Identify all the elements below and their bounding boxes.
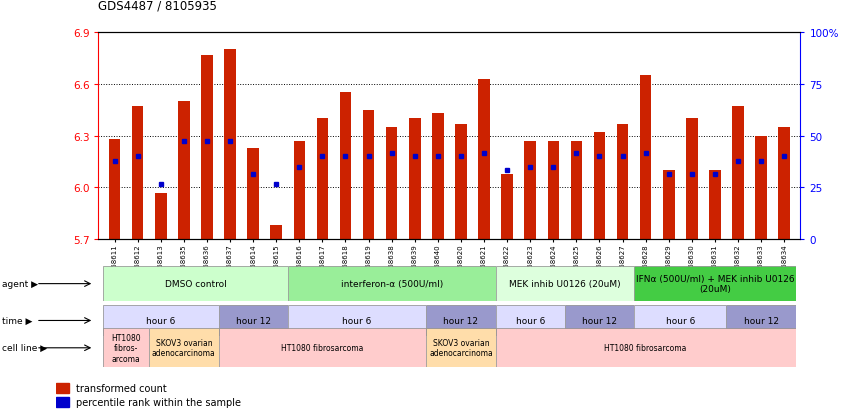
Bar: [571, 142, 582, 240]
Bar: [155, 193, 167, 240]
Bar: [686, 119, 698, 240]
Text: hour 6: hour 6: [146, 316, 175, 325]
Bar: [778, 128, 790, 240]
Bar: [409, 119, 420, 240]
Text: hour 12: hour 12: [235, 316, 270, 325]
Text: percentile rank within the sample: percentile rank within the sample: [76, 398, 241, 408]
Bar: [755, 136, 767, 240]
Bar: [294, 142, 305, 240]
Text: SKOV3 ovarian
adenocarcinoma: SKOV3 ovarian adenocarcinoma: [152, 338, 216, 358]
Text: transformed count: transformed count: [76, 383, 167, 393]
Bar: [317, 119, 328, 240]
Bar: [363, 110, 374, 240]
Bar: [617, 124, 628, 240]
Text: cell line ▶: cell line ▶: [2, 344, 47, 352]
Text: time ▶: time ▶: [2, 316, 32, 325]
Text: interferon-α (500U/ml): interferon-α (500U/ml): [341, 280, 443, 288]
Bar: [548, 142, 559, 240]
Text: hour 6: hour 6: [666, 316, 695, 325]
Bar: [132, 107, 144, 240]
Text: hour 12: hour 12: [582, 316, 617, 325]
Bar: [201, 55, 213, 240]
Text: hour 6: hour 6: [515, 316, 545, 325]
Text: hour 12: hour 12: [443, 316, 479, 325]
Bar: [663, 171, 675, 240]
Bar: [270, 226, 282, 240]
Text: GDS4487 / 8105935: GDS4487 / 8105935: [98, 0, 217, 12]
Text: IFNα (500U/ml) + MEK inhib U0126
(20uM): IFNα (500U/ml) + MEK inhib U0126 (20uM): [636, 274, 794, 294]
Bar: [109, 140, 121, 240]
Bar: [594, 133, 605, 240]
Bar: [340, 93, 351, 240]
Bar: [502, 174, 513, 240]
Bar: [56, 397, 69, 407]
Bar: [247, 148, 259, 240]
Bar: [479, 79, 490, 240]
Text: agent ▶: agent ▶: [2, 280, 38, 288]
Text: HT1080 fibrosarcoma: HT1080 fibrosarcoma: [282, 344, 364, 352]
Bar: [432, 114, 443, 240]
Text: SKOV3 ovarian
adenocarcinoma: SKOV3 ovarian adenocarcinoma: [429, 338, 493, 358]
Bar: [178, 102, 190, 240]
Bar: [455, 124, 467, 240]
Text: MEK inhib U0126 (20uM): MEK inhib U0126 (20uM): [509, 280, 621, 288]
Bar: [640, 76, 651, 240]
Bar: [525, 142, 536, 240]
Bar: [386, 128, 397, 240]
Bar: [709, 171, 721, 240]
Text: HT1080 fibrosarcoma: HT1080 fibrosarcoma: [604, 344, 687, 352]
Text: hour 12: hour 12: [744, 316, 779, 325]
Text: HT1080
fibros-
arcoma: HT1080 fibros- arcoma: [111, 333, 141, 363]
Text: DMSO control: DMSO control: [164, 280, 226, 288]
Bar: [732, 107, 744, 240]
Text: hour 6: hour 6: [342, 316, 372, 325]
Bar: [56, 383, 69, 393]
Bar: [224, 50, 235, 240]
